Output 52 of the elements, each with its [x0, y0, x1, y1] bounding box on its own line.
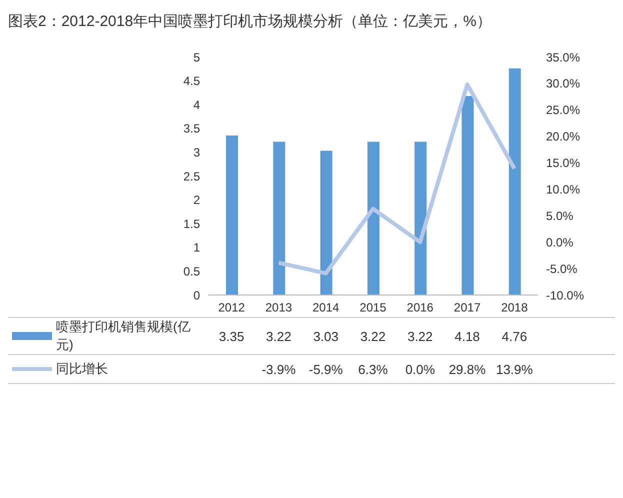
y2-tick-label: 5.0%: [546, 208, 574, 223]
y2-tick-label: 20.0%: [546, 130, 580, 144]
x-tick-label: 2017: [454, 300, 481, 315]
y2-tick-label: 0.0%: [546, 235, 574, 250]
y2-tick-label: -5.0%: [546, 262, 578, 276]
data-label: 3.22: [265, 328, 292, 344]
x-tick-label: 2014: [312, 300, 340, 315]
y2-tick-label: 30.0%: [546, 76, 580, 91]
y-tick-label: 0.5: [183, 264, 200, 278]
y2-tick-label: 35.0%: [546, 50, 580, 64]
y2-tick-label: -10.0%: [546, 288, 584, 302]
y-tick-label: 1.5: [183, 216, 200, 231]
data-label: 6.3%: [357, 362, 389, 376]
chart-title: 图表2：2012-2018年中国喷墨打印机市场规模分析（单位：亿美元，%）: [8, 12, 492, 32]
data-label: 3.35: [218, 328, 246, 344]
bar: [226, 136, 238, 295]
y-tick-label: 3: [193, 145, 200, 160]
x-tick-label: 2015: [360, 300, 387, 315]
data-label: 29.8%: [448, 362, 487, 376]
bar: [462, 96, 474, 295]
y-tick-label: 4.5: [183, 74, 200, 88]
x-tick-label: 2016: [406, 300, 434, 315]
data-label: -3.9%: [260, 362, 297, 376]
bar: [320, 150, 332, 295]
bar: [273, 142, 286, 295]
y2-tick-label: 25.0%: [546, 103, 580, 118]
x-tick-label: 2013: [265, 300, 292, 315]
bar: [508, 68, 521, 295]
y-tick-label: 1: [193, 240, 200, 255]
y-tick-label: 2: [193, 193, 200, 208]
data-label: -5.9%: [308, 362, 344, 376]
data-label: 4.76: [500, 328, 528, 344]
line-series: [276, 82, 516, 276]
data-label: 13.9%: [494, 362, 534, 376]
y-tick-label: 3.5: [183, 122, 200, 136]
y2-tick-label: 15.0%: [546, 156, 580, 170]
y-tick-label: 5: [193, 50, 200, 64]
bar: [414, 142, 427, 295]
legend-label: 同比增长: [56, 360, 109, 378]
x-tick-label: 2018: [501, 300, 528, 315]
y-tick-label: 0: [193, 288, 200, 302]
data-label: 3.22: [359, 328, 387, 344]
bar: [367, 142, 380, 295]
y-tick-label: 2.5: [183, 169, 200, 184]
data-label: 4.18: [454, 328, 481, 344]
x-tick-label: 2012: [218, 300, 246, 315]
data-label: 3.22: [406, 328, 434, 344]
legend-label: 喷墨打印机销售规模(亿元): [56, 318, 192, 354]
y2-tick-label: 10.0%: [546, 182, 580, 196]
y-tick-label: 4: [193, 98, 200, 112]
data-label: 3.03: [312, 328, 340, 344]
data-label: 0.0%: [404, 362, 436, 376]
